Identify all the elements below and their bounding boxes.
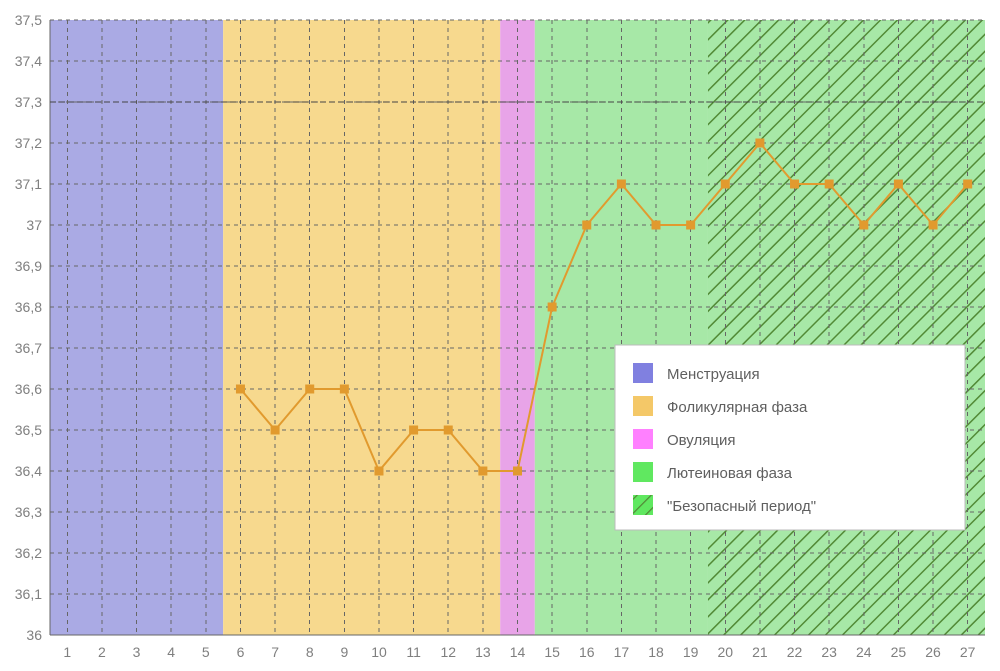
data-point [617, 180, 625, 188]
phase-band [223, 20, 500, 635]
data-point [791, 180, 799, 188]
data-point [964, 180, 972, 188]
x-tick-label: 8 [306, 644, 314, 660]
x-tick-label: 21 [752, 644, 768, 660]
data-point [410, 426, 418, 434]
legend-item-label: Лютеиновая фаза [667, 465, 793, 482]
bbt-chart: 3636,136,236,336,436,536,636,736,836,937… [0, 0, 1000, 671]
x-tick-label: 6 [237, 644, 245, 660]
data-point [894, 180, 902, 188]
legend-item-label: Фоликулярная фаза [667, 399, 808, 416]
data-point [340, 385, 348, 393]
data-point [479, 467, 487, 475]
data-point [721, 180, 729, 188]
y-tick-label: 37,5 [15, 12, 42, 28]
x-tick-label: 26 [925, 644, 941, 660]
data-point [548, 303, 556, 311]
data-point [306, 385, 314, 393]
y-tick-label: 36,2 [15, 545, 42, 561]
legend-swatch [633, 396, 653, 416]
y-tick-label: 36,7 [15, 340, 42, 356]
data-point [236, 385, 244, 393]
x-tick-label: 15 [544, 644, 560, 660]
x-tick-label: 2 [98, 644, 106, 660]
data-point [444, 426, 452, 434]
x-tick-label: 17 [614, 644, 630, 660]
y-tick-label: 37 [26, 217, 42, 233]
y-tick-label: 36,9 [15, 258, 42, 274]
legend-item-label: "Безопасный период" [667, 498, 816, 515]
y-tick-label: 36,4 [15, 463, 42, 479]
x-tick-label: 27 [960, 644, 976, 660]
x-tick-label: 1 [63, 644, 71, 660]
legend-swatch [633, 462, 653, 482]
x-tick-label: 20 [717, 644, 733, 660]
legend-swatch [633, 429, 653, 449]
data-point [860, 221, 868, 229]
x-tick-label: 9 [340, 644, 348, 660]
data-point [687, 221, 695, 229]
data-point [756, 139, 764, 147]
x-tick-label: 19 [683, 644, 699, 660]
data-point [583, 221, 591, 229]
y-tick-label: 37,4 [15, 53, 42, 69]
data-point [652, 221, 660, 229]
y-tick-label: 37,3 [15, 94, 42, 110]
x-tick-label: 24 [856, 644, 872, 660]
chart-container: 3636,136,236,336,436,536,636,736,836,937… [0, 0, 1000, 671]
x-tick-label: 14 [510, 644, 526, 660]
x-tick-label: 12 [440, 644, 456, 660]
x-tick-label: 4 [167, 644, 175, 660]
x-tick-label: 16 [579, 644, 595, 660]
y-tick-label: 36 [26, 627, 42, 643]
x-tick-label: 5 [202, 644, 210, 660]
data-point [514, 467, 522, 475]
legend: Менструация Фоликулярная фаза Овуляция Люте… [615, 345, 965, 530]
y-tick-label: 37,1 [15, 176, 42, 192]
y-tick-label: 37,2 [15, 135, 42, 151]
x-tick-label: 7 [271, 644, 279, 660]
y-tick-label: 36,1 [15, 586, 42, 602]
x-tick-label: 25 [891, 644, 907, 660]
data-point [929, 221, 937, 229]
data-point [375, 467, 383, 475]
y-tick-label: 36,5 [15, 422, 42, 438]
phase-band [708, 20, 985, 635]
data-point [271, 426, 279, 434]
x-tick-label: 22 [787, 644, 803, 660]
x-tick-label: 23 [821, 644, 837, 660]
y-tick-label: 36,8 [15, 299, 42, 315]
x-tick-label: 18 [648, 644, 664, 660]
x-tick-label: 11 [406, 644, 421, 660]
y-tick-label: 36,3 [15, 504, 42, 520]
x-tick-label: 10 [371, 644, 387, 660]
data-point [825, 180, 833, 188]
legend-item-label: Менструация [667, 366, 760, 383]
x-tick-label: 3 [133, 644, 141, 660]
y-tick-label: 36,6 [15, 381, 42, 397]
legend-swatch [633, 363, 653, 383]
legend-swatch [633, 495, 653, 515]
legend-item-label: Овуляция [667, 432, 735, 449]
x-tick-label: 13 [475, 644, 491, 660]
